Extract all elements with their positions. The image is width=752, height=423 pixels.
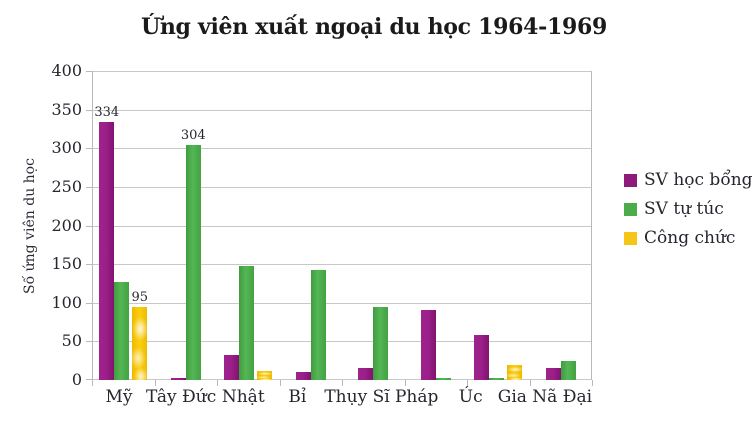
- y-tick-mark-150: [86, 264, 92, 266]
- x-category-label-4: Thụy Sĩ: [324, 387, 390, 407]
- legend-label-1: SV tự túc: [644, 199, 724, 219]
- bar-group-7: [530, 71, 593, 380]
- gridline-300: [92, 148, 592, 150]
- bar-value-label-0-2: 95: [131, 289, 149, 305]
- chart-title: Ứng viên xuất ngoại du học 1964-1969: [140, 14, 608, 40]
- gridline-200: [92, 225, 592, 227]
- bar-1-series-1: 304: [181, 128, 206, 380]
- y-tick-mark-300: [86, 148, 92, 150]
- x-category-label-0: Mỹ: [105, 387, 133, 407]
- gridline-0: [92, 379, 592, 380]
- x-tick-mark-4: [342, 380, 343, 386]
- y-tick-label-350: 350: [51, 99, 82, 119]
- legend-item-0: SV học bổng: [624, 170, 752, 190]
- bar-group-4: [342, 71, 405, 380]
- plot-right-border: [591, 71, 592, 380]
- legend-label-0: SV học bổng: [644, 170, 752, 190]
- x-category-label-2: Nhật: [221, 387, 265, 407]
- x-tick-mark-6: [467, 380, 468, 386]
- bar-6-series-1: [489, 378, 505, 380]
- bar-6-series-2: [507, 364, 523, 380]
- y-tick-mark-100: [86, 302, 92, 304]
- bar-group-0: 334 95: [92, 71, 155, 380]
- x-tick-mark-8: [592, 380, 593, 386]
- bar-value-label-1-1: 304: [180, 128, 206, 144]
- x-category-label-5: Pháp: [394, 387, 439, 407]
- y-tick-mark-350: [86, 109, 92, 111]
- y-tick-mark-0: [86, 379, 92, 380]
- y-tick-label-400: 400: [51, 61, 82, 80]
- x-tick-mark-5: [404, 380, 406, 386]
- plot-area: 334 95 304 0 50 100 150 200 250 300 350 400: [51, 61, 593, 389]
- y-tick-mark-400: [86, 71, 92, 72]
- bar-1-series-0: [170, 378, 186, 380]
- bar-5-series-0: [420, 310, 436, 380]
- bar-value-label-0-0: 334: [94, 105, 120, 120]
- bar-3-series-1: [310, 270, 326, 380]
- y-tick-mark-200: [86, 225, 92, 227]
- x-category-label-6: Úc: [458, 387, 483, 407]
- y-tick-label-0: 0: [71, 370, 82, 389]
- legend-label-2: Công chức: [644, 228, 736, 248]
- bar-group-2: [217, 71, 280, 380]
- bar-3-series-0: [295, 371, 311, 380]
- legend-swatch-0: [624, 173, 637, 187]
- bar-0-series-1: [114, 281, 130, 380]
- bar-group-6: [467, 71, 530, 380]
- y-tick-label-150: 150: [51, 254, 82, 274]
- x-category-label-1: Tây Đức: [146, 387, 217, 407]
- bar-groups: 334 95 304: [92, 71, 592, 380]
- bar-4-series-1: [373, 306, 389, 380]
- x-tick-mark-3: [279, 380, 281, 386]
- y-axis-line: [92, 71, 93, 380]
- bar-7-series-0: [545, 367, 561, 380]
- x-category-label-3: Bỉ: [288, 387, 307, 407]
- legend-swatch-2: [624, 231, 637, 245]
- gridline-400: [92, 71, 592, 72]
- bar-group-5: [405, 71, 468, 380]
- x-tick-mark-7: [529, 380, 531, 386]
- gridline-250: [92, 186, 592, 188]
- bar-group-1: 304: [155, 71, 218, 380]
- x-tick-mark-1: [154, 380, 156, 386]
- bar-group-3: [280, 71, 343, 380]
- bar-0-series-0: 334: [94, 105, 119, 380]
- bar-4-series-0: [358, 368, 374, 380]
- bar-7-series-1: [560, 360, 576, 380]
- y-tick-label-100: 100: [51, 292, 82, 312]
- bar-2-series-1: [239, 265, 255, 380]
- y-tick-label-200: 200: [51, 215, 82, 235]
- bar-6-series-0: [474, 335, 490, 380]
- y-axis-title-text: Số ứng viên du học: [22, 158, 38, 294]
- x-category-labels: Mỹ Tây Đức Nhật Bỉ Thụy Sĩ Pháp Úc Gia Nã Đại: [92, 387, 593, 407]
- y-tick-label-50: 50: [61, 331, 82, 351]
- legend: SV học bổng SV tự túc Công chức: [624, 170, 752, 257]
- bar-2-series-0: [224, 354, 240, 380]
- gridline-100: [92, 302, 592, 304]
- bar-2-series-2: [257, 370, 273, 380]
- x-tick-mark-0: [92, 380, 93, 386]
- y-tick-label-300: 300: [51, 138, 82, 158]
- x-tick-mark-2: [217, 380, 218, 386]
- legend-item-2: Công chức: [624, 228, 752, 248]
- bar-5-series-1: [435, 378, 451, 380]
- y-tick-label-250: 250: [51, 176, 82, 196]
- legend-item-1: SV tự túc: [624, 199, 752, 219]
- x-category-label-7: Gia Nã Đại: [497, 387, 593, 407]
- y-tick-mark-50: [86, 341, 92, 343]
- legend-swatch-1: [624, 202, 637, 216]
- gridline-350: [92, 109, 592, 111]
- gridline-50: [92, 341, 592, 343]
- y-tick-mark-250: [86, 186, 92, 188]
- bar-0-series-2: 95: [131, 290, 148, 380]
- gridline-150: [92, 264, 592, 266]
